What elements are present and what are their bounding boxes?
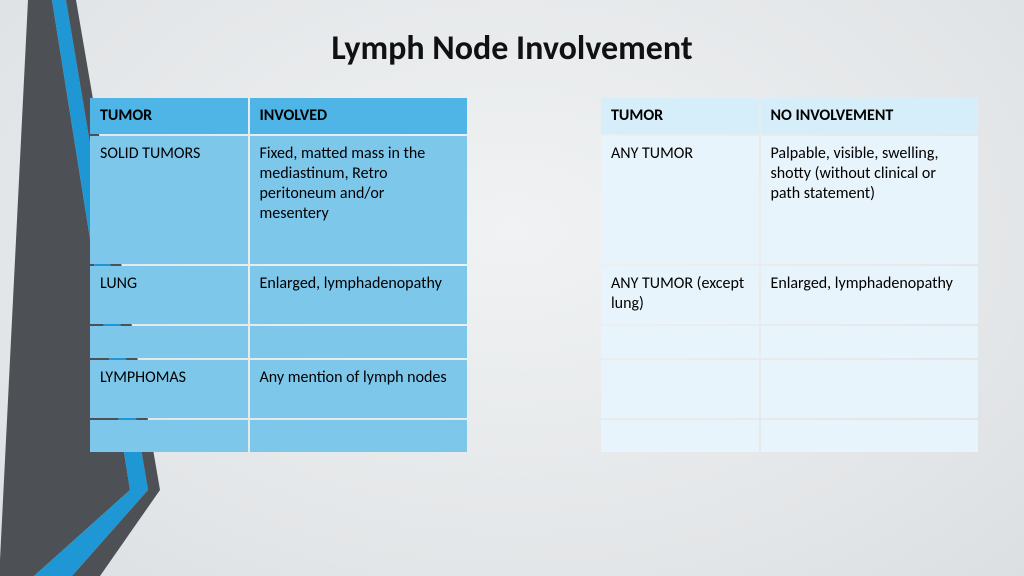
col-header: NO INVOLVEMENT	[761, 98, 979, 134]
page-title: Lymph Node Involvement	[0, 28, 1024, 69]
table-row	[601, 326, 978, 358]
cell-desc	[761, 326, 979, 358]
tables-container: TUMOR INVOLVED SOLID TUMORS Fixed, matte…	[88, 96, 980, 454]
cell-desc: Enlarged, lymphadenopathy	[250, 266, 468, 324]
cell-tumor: LUNG	[90, 266, 248, 324]
table-gap	[469, 96, 599, 454]
cell-tumor: ANY TUMOR (except lung)	[601, 266, 759, 324]
cell-tumor	[601, 360, 759, 418]
cell-tumor	[601, 420, 759, 452]
table-row: ANY TUMOR Palpable, visible, swelling, s…	[601, 136, 978, 264]
cell-tumor	[90, 420, 248, 452]
col-header: TUMOR	[601, 98, 759, 134]
table-row	[601, 420, 978, 452]
cell-tumor: ANY TUMOR	[601, 136, 759, 264]
table-header-row: TUMOR NO INVOLVEMENT	[601, 98, 978, 134]
cell-desc	[250, 326, 468, 358]
table-row: LYMPHOMAS Any mention of lymph nodes	[90, 360, 467, 418]
col-header: INVOLVED	[250, 98, 468, 134]
cell-desc: Fixed, matted mass in the mediastinum, R…	[250, 136, 468, 264]
col-header: TUMOR	[90, 98, 248, 134]
cell-tumor: LYMPHOMAS	[90, 360, 248, 418]
table-row	[90, 326, 467, 358]
table-row	[601, 360, 978, 418]
table-row: LUNG Enlarged, lymphadenopathy	[90, 266, 467, 324]
table-no-involvement: TUMOR NO INVOLVEMENT ANY TUMOR Palpable,…	[599, 96, 980, 454]
table-header-row: TUMOR INVOLVED	[90, 98, 467, 134]
cell-desc	[250, 420, 468, 452]
table-row: ANY TUMOR (except lung) Enlarged, lympha…	[601, 266, 978, 324]
cell-desc: Any mention of lymph nodes	[250, 360, 468, 418]
cell-tumor	[601, 326, 759, 358]
table-row	[90, 420, 467, 452]
cell-tumor: SOLID TUMORS	[90, 136, 248, 264]
cell-tumor	[90, 326, 248, 358]
cell-desc	[761, 360, 979, 418]
cell-desc: Palpable, visible, swelling, shotty (wit…	[761, 136, 979, 264]
cell-desc: Enlarged, lymphadenopathy	[761, 266, 979, 324]
cell-desc	[761, 420, 979, 452]
table-involved: TUMOR INVOLVED SOLID TUMORS Fixed, matte…	[88, 96, 469, 454]
table-row: SOLID TUMORS Fixed, matted mass in the m…	[90, 136, 467, 264]
